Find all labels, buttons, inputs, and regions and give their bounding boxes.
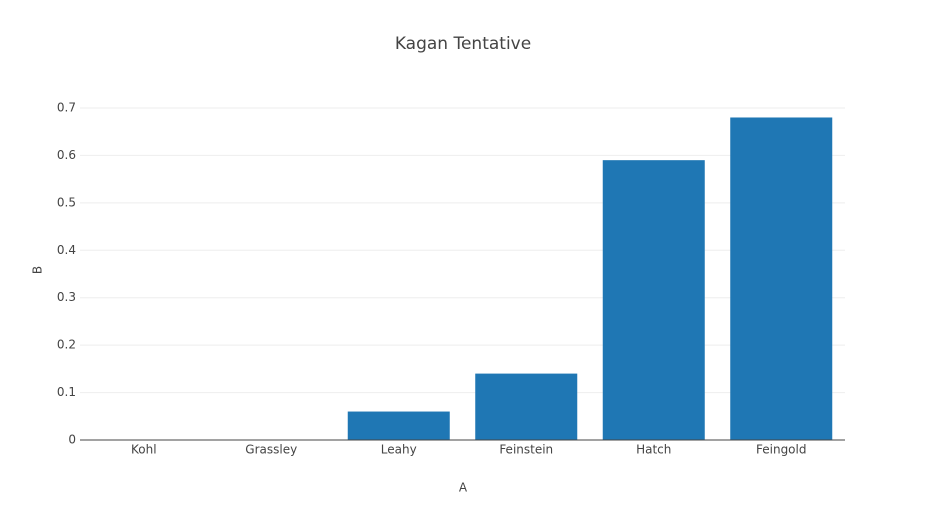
bar: [347, 411, 450, 440]
chart-title: Kagan Tentative: [395, 34, 531, 54]
y-axis-label: B: [31, 266, 45, 274]
y-tick-label: 0.6: [57, 148, 76, 162]
x-tick-label: Feingold: [756, 443, 806, 457]
y-tick-label: 0.4: [57, 243, 76, 257]
y-tick-label: 0.1: [57, 385, 76, 399]
x-tick-label: Kohl: [131, 443, 157, 457]
x-tick-label: Hatch: [636, 443, 671, 457]
y-tick-label: 0.3: [57, 290, 76, 304]
y-tick-label: 0: [68, 433, 76, 447]
x-tick-label: Feinstein: [499, 443, 553, 457]
bar: [602, 160, 705, 440]
x-axis-label: A: [459, 481, 468, 495]
x-tick-label: Grassley: [245, 443, 297, 457]
bar: [475, 373, 578, 440]
y-tick-label: 0.7: [57, 101, 76, 115]
x-tick-label: Leahy: [381, 443, 417, 457]
bar: [730, 117, 833, 440]
y-tick-label: 0.5: [57, 195, 76, 209]
y-tick-label: 0.2: [57, 338, 76, 352]
